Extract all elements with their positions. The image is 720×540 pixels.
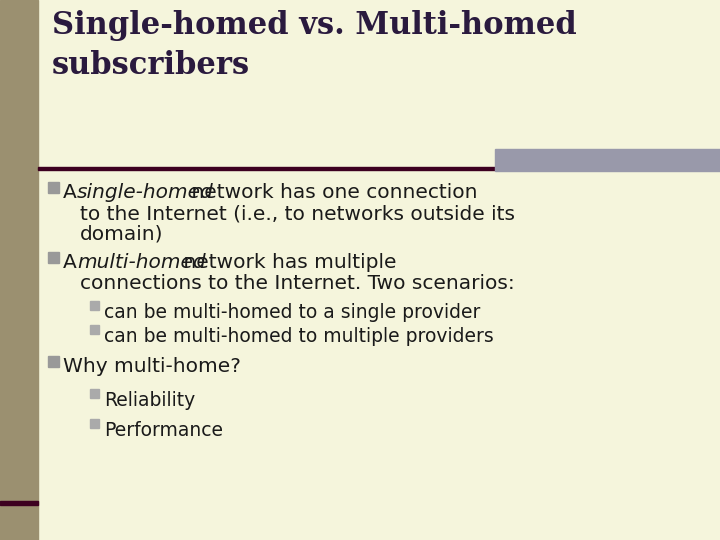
Bar — [90, 389, 99, 398]
Text: network has multiple: network has multiple — [177, 253, 397, 272]
Bar — [38, 167, 498, 170]
Bar — [90, 325, 99, 334]
Text: Reliability: Reliability — [104, 391, 195, 410]
Bar — [495, 149, 720, 171]
Text: multi-homed: multi-homed — [77, 253, 206, 272]
Text: subscribers: subscribers — [52, 50, 250, 81]
Text: network has one connection: network has one connection — [185, 183, 477, 202]
Text: Why multi-home?: Why multi-home? — [63, 357, 241, 376]
Text: A: A — [63, 253, 83, 272]
Text: can be multi-homed to a single provider: can be multi-homed to a single provider — [104, 303, 480, 322]
Bar — [90, 301, 99, 310]
Text: Performance: Performance — [104, 421, 223, 440]
Text: A: A — [63, 183, 83, 202]
Text: Single-homed vs. Multi-homed: Single-homed vs. Multi-homed — [52, 10, 577, 41]
Text: can be multi-homed to multiple providers: can be multi-homed to multiple providers — [104, 327, 494, 346]
Bar — [48, 252, 59, 263]
Text: single-homed: single-homed — [77, 183, 214, 202]
Bar — [48, 182, 59, 193]
Text: domain): domain) — [80, 225, 163, 244]
Bar — [0, 501, 38, 505]
Bar — [90, 419, 99, 428]
Text: connections to the Internet. Two scenarios:: connections to the Internet. Two scenari… — [80, 274, 515, 293]
Bar — [0, 0, 38, 540]
Text: to the Internet (i.e., to networks outside its: to the Internet (i.e., to networks outsi… — [80, 204, 515, 223]
Bar — [48, 356, 59, 367]
